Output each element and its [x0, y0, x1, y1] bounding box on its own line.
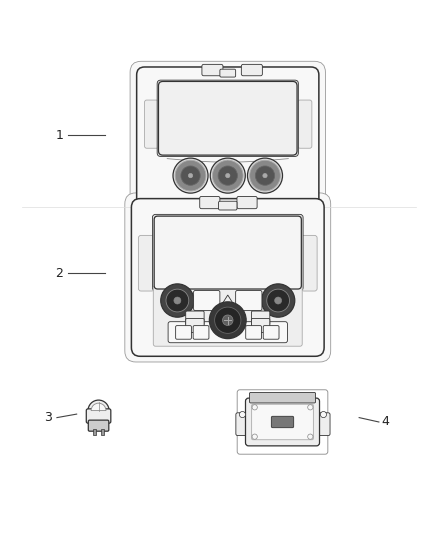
Text: 2: 2 — [55, 266, 63, 280]
Circle shape — [174, 297, 181, 304]
Circle shape — [181, 166, 200, 185]
FancyBboxPatch shape — [202, 64, 223, 76]
FancyBboxPatch shape — [200, 197, 220, 209]
FancyBboxPatch shape — [125, 193, 331, 362]
Circle shape — [161, 284, 194, 317]
Circle shape — [247, 158, 283, 193]
Bar — [101, 430, 104, 435]
FancyBboxPatch shape — [263, 326, 279, 339]
Text: 3: 3 — [44, 411, 52, 424]
FancyBboxPatch shape — [168, 322, 287, 343]
Wedge shape — [88, 400, 109, 410]
Circle shape — [250, 160, 280, 191]
Bar — [93, 430, 96, 435]
Circle shape — [252, 405, 258, 410]
FancyBboxPatch shape — [131, 199, 324, 356]
Circle shape — [275, 297, 282, 304]
FancyBboxPatch shape — [245, 398, 320, 446]
FancyBboxPatch shape — [130, 61, 325, 213]
FancyBboxPatch shape — [271, 416, 293, 427]
FancyBboxPatch shape — [186, 311, 204, 325]
Circle shape — [226, 173, 230, 178]
FancyBboxPatch shape — [176, 326, 191, 339]
Circle shape — [212, 160, 243, 191]
FancyBboxPatch shape — [145, 100, 159, 148]
FancyBboxPatch shape — [157, 80, 298, 156]
Circle shape — [267, 289, 290, 312]
Circle shape — [321, 411, 326, 418]
Circle shape — [223, 315, 233, 326]
FancyBboxPatch shape — [88, 420, 109, 431]
Circle shape — [308, 405, 313, 410]
Circle shape — [261, 284, 295, 317]
Circle shape — [175, 160, 206, 191]
FancyBboxPatch shape — [317, 413, 330, 435]
FancyBboxPatch shape — [138, 236, 154, 291]
FancyBboxPatch shape — [298, 100, 312, 148]
FancyBboxPatch shape — [193, 326, 209, 339]
Text: 4: 4 — [381, 416, 389, 429]
FancyBboxPatch shape — [241, 64, 262, 76]
Circle shape — [166, 289, 189, 312]
FancyBboxPatch shape — [251, 404, 314, 440]
FancyBboxPatch shape — [86, 409, 111, 423]
Circle shape — [252, 434, 258, 439]
FancyBboxPatch shape — [236, 413, 249, 435]
FancyBboxPatch shape — [152, 214, 303, 291]
FancyBboxPatch shape — [154, 216, 301, 289]
FancyBboxPatch shape — [251, 311, 270, 325]
FancyBboxPatch shape — [137, 67, 319, 207]
FancyBboxPatch shape — [219, 201, 237, 210]
Circle shape — [188, 173, 193, 178]
FancyBboxPatch shape — [220, 69, 236, 77]
Circle shape — [255, 166, 275, 185]
FancyBboxPatch shape — [301, 236, 317, 291]
Circle shape — [215, 307, 241, 333]
Circle shape — [239, 411, 245, 418]
FancyBboxPatch shape — [186, 319, 204, 333]
Circle shape — [209, 302, 246, 338]
FancyBboxPatch shape — [194, 290, 220, 311]
FancyBboxPatch shape — [251, 319, 270, 333]
Circle shape — [308, 434, 313, 439]
Circle shape — [210, 158, 245, 193]
Circle shape — [173, 158, 208, 193]
Wedge shape — [91, 403, 106, 410]
FancyBboxPatch shape — [246, 326, 261, 339]
Circle shape — [218, 166, 237, 185]
Circle shape — [263, 173, 267, 178]
FancyBboxPatch shape — [236, 290, 262, 311]
FancyBboxPatch shape — [237, 197, 257, 209]
FancyBboxPatch shape — [153, 286, 302, 346]
FancyBboxPatch shape — [159, 82, 297, 155]
Text: 1: 1 — [55, 128, 63, 142]
FancyBboxPatch shape — [250, 392, 315, 403]
